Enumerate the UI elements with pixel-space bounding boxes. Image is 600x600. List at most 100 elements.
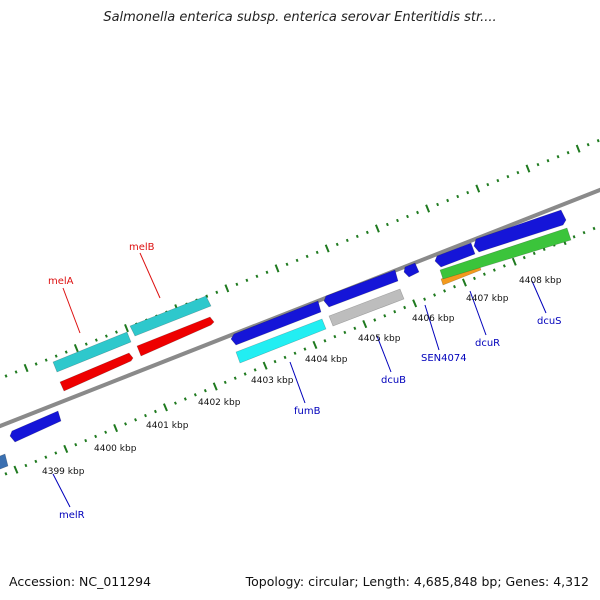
- minor-tick: [492, 268, 496, 272]
- gene-label-dcuS[interactable]: dcuS: [537, 316, 562, 327]
- minor-tick: [536, 162, 540, 167]
- minor-tick: [94, 434, 98, 439]
- dcuB-pseudo-feature[interactable]: [328, 288, 405, 327]
- kbp-label: 4401 kbp: [146, 421, 189, 431]
- fumB-callout: [289, 361, 306, 404]
- minor-tick: [54, 354, 58, 358]
- minor-tick: [283, 355, 287, 360]
- major-tick: [412, 299, 418, 308]
- gene-callout-lines: [52, 252, 547, 508]
- major-tick: [212, 382, 218, 391]
- minor-tick: [84, 342, 88, 346]
- melB-cds-feature[interactable]: [129, 295, 212, 337]
- kbp-label: 4403 kbp: [251, 376, 294, 386]
- minor-tick: [24, 463, 28, 468]
- minor-tick: [486, 182, 490, 187]
- minor-tick: [522, 255, 526, 260]
- minor-tick: [215, 290, 219, 294]
- major-tick: [224, 284, 230, 293]
- melB-gene-feature[interactable]: [136, 316, 215, 357]
- minor-tick: [265, 270, 269, 274]
- gene-label-dcuR[interactable]: dcuR: [475, 338, 500, 349]
- minor-tick: [396, 218, 399, 223]
- dcuS-gene-feature[interactable]: [473, 209, 567, 253]
- major-tick: [425, 204, 431, 213]
- minor-tick: [453, 285, 456, 289]
- kbp-label: 4399 kbp: [42, 467, 85, 477]
- gene-name-labels[interactable]: melB melA melR fumB dcuB SEN4074 dcuR dc…: [48, 242, 562, 521]
- fumB-cds-feature[interactable]: [235, 318, 327, 364]
- gene-label-melR[interactable]: melR: [59, 510, 85, 521]
- major-tick: [374, 224, 380, 233]
- minor-tick: [436, 202, 440, 207]
- minor-tick: [416, 210, 420, 215]
- minor-tick: [542, 247, 546, 251]
- minor-tick: [295, 258, 299, 263]
- melA-cds-feature[interactable]: [52, 331, 132, 373]
- melR-gene-feature[interactable]: [9, 410, 62, 443]
- dcuB-gene-feature[interactable]: [323, 269, 399, 308]
- gene-label-melA[interactable]: melA: [48, 276, 74, 287]
- major-tick: [113, 424, 119, 433]
- dcuS-callout: [531, 280, 547, 314]
- major-tick: [162, 403, 168, 412]
- melR-callout: [52, 473, 71, 508]
- major-tick: [23, 363, 29, 373]
- gene-label-SEN4074[interactable]: SEN4074: [421, 353, 467, 364]
- fumB-gene-feature[interactable]: [230, 300, 322, 346]
- gene-label-fumB[interactable]: fumB: [294, 406, 321, 417]
- kbp-label: 4407 kbp: [466, 294, 509, 304]
- minor-tick: [532, 251, 536, 256]
- major-tick: [525, 164, 531, 173]
- minor-tick: [205, 294, 209, 298]
- minor-tick: [245, 278, 249, 282]
- dcuS-cds-feature[interactable]: [439, 227, 572, 280]
- minor-tick: [64, 350, 68, 354]
- accession-text: Accession: NC_011294: [9, 574, 152, 589]
- minor-tick: [566, 151, 570, 155]
- minor-tick: [373, 318, 377, 322]
- major-tick: [274, 264, 280, 273]
- minor-tick: [253, 368, 257, 372]
- kbp-labels: 4399 kbp 4400 kbp 4401 kbp 4402 kbp 4403…: [42, 276, 562, 477]
- minor-tick: [333, 334, 337, 339]
- minor-tick: [44, 455, 48, 459]
- minor-tick: [84, 438, 88, 443]
- major-tick: [13, 465, 19, 474]
- SEN4074-gene-feature[interactable]: [403, 262, 420, 278]
- minor-tick: [255, 274, 259, 278]
- dcuR-gene-feature[interactable]: [434, 242, 476, 268]
- minor-tick: [385, 222, 389, 227]
- major-tick: [124, 324, 129, 333]
- minor-tick: [355, 234, 359, 239]
- melB-callout: [139, 252, 161, 299]
- minor-tick: [506, 174, 510, 179]
- major-tick: [312, 340, 318, 349]
- minor-tick: [14, 370, 18, 374]
- minor-tick: [104, 430, 108, 434]
- minor-tick: [596, 139, 600, 143]
- gene-label-dcuB[interactable]: dcuB: [381, 375, 406, 386]
- gene-label-melB[interactable]: melB: [129, 242, 155, 253]
- minor-tick: [223, 380, 227, 385]
- minor-tick: [114, 330, 118, 334]
- organism-title: Salmonella enterica subsp. enterica sero…: [103, 10, 497, 25]
- minor-tick: [365, 230, 369, 235]
- feature-layer[interactable]: [0, 209, 572, 471]
- SEN4074-callout: [424, 304, 440, 351]
- minor-tick: [345, 238, 349, 243]
- major-tick: [575, 144, 581, 153]
- minor-tick: [4, 374, 8, 378]
- minor-tick: [74, 443, 78, 447]
- major-tick: [73, 344, 79, 353]
- minor-tick: [393, 310, 397, 314]
- major-tick: [511, 257, 517, 266]
- melA-gene-feature[interactable]: [59, 352, 134, 392]
- minor-tick: [443, 289, 447, 293]
- minor-tick: [285, 262, 289, 266]
- edge-gene-feature[interactable]: [0, 453, 9, 471]
- kbp-label: 4404 kbp: [305, 355, 348, 365]
- genome-summary-text: Topology: circular; Length: 4,685,848 bp…: [245, 574, 589, 589]
